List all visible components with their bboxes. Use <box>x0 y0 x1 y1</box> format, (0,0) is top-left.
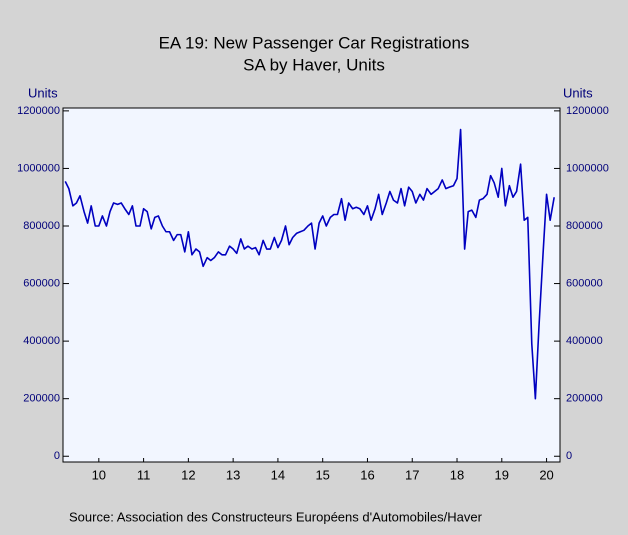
x-tick-label: 10 <box>92 467 106 482</box>
data-line <box>64 128 555 400</box>
y2-tick-label: 600000 <box>566 277 603 289</box>
y-tick-label: 800000 <box>23 220 60 232</box>
y2-axis-label: Units <box>563 85 593 100</box>
y-tick-label: 1200000 <box>17 105 60 117</box>
y-axis-label: Units <box>28 85 58 100</box>
x-tick-label: 17 <box>405 467 419 482</box>
chart-subtitle: SA by Haver, Units <box>243 55 385 74</box>
x-tick-label: 11 <box>137 467 151 482</box>
plot-area <box>62 107 561 463</box>
x-tick-label: 15 <box>315 467 329 482</box>
y-tick-label: 1000000 <box>17 162 60 174</box>
y2-tick-label: 400000 <box>566 335 603 347</box>
source-note: Source: Association des Constructeurs Eu… <box>69 509 483 524</box>
y2-tick-label: 0 <box>566 450 572 462</box>
y-tick-label: 0 <box>54 450 60 462</box>
y-tick-label: 400000 <box>23 335 60 347</box>
y-tick-label: 200000 <box>23 393 60 405</box>
x-tick-label: 20 <box>539 467 553 482</box>
x-tick-label: 14 <box>271 467 285 482</box>
chart-title: EA 19: New Passenger Car Registrations <box>159 33 470 52</box>
y2-tick-label: 1000000 <box>566 162 609 174</box>
x-tick-label: 13 <box>226 467 240 482</box>
x-tick-label: 19 <box>495 467 509 482</box>
y2-tick-label: 1200000 <box>566 105 609 117</box>
y2-tick-label: 800000 <box>566 220 603 232</box>
x-tick-label: 12 <box>181 467 195 482</box>
x-tick-label: 16 <box>360 467 374 482</box>
x-tick-label: 18 <box>450 467 464 482</box>
y-tick-label: 600000 <box>23 277 60 289</box>
y2-tick-label: 200000 <box>566 393 603 405</box>
